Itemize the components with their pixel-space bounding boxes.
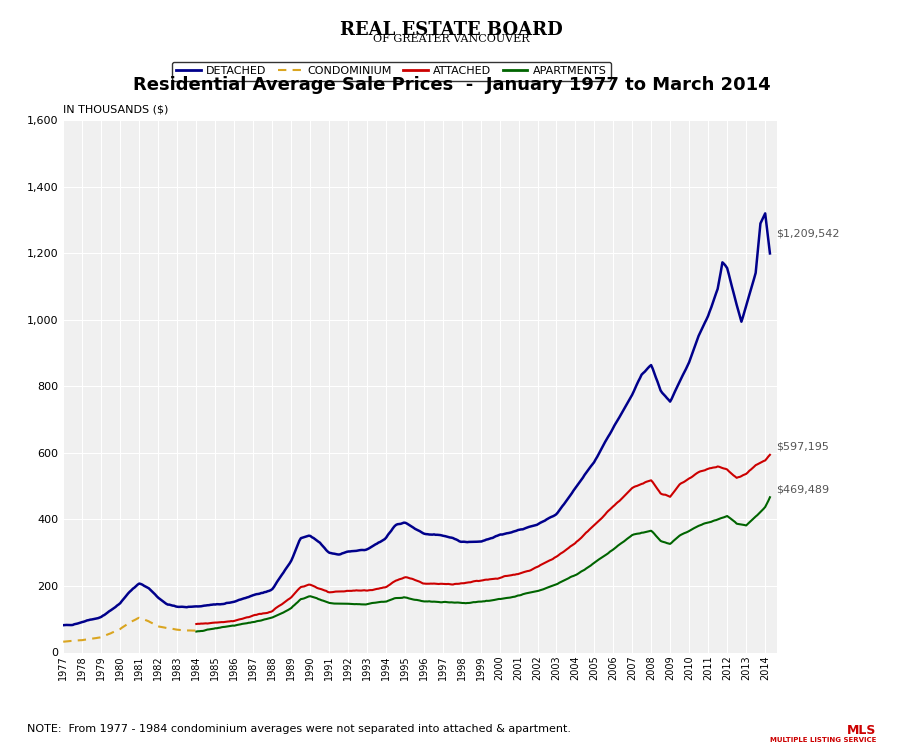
Text: Residential Average Sale Prices  -  January 1977 to March 2014: Residential Average Sale Prices - Januar… (133, 76, 769, 94)
Text: REAL ESTATE BOARD: REAL ESTATE BOARD (340, 21, 562, 39)
Text: $469,489: $469,489 (775, 484, 828, 494)
Text: OF GREATER VANCOUVER: OF GREATER VANCOUVER (373, 34, 529, 44)
Text: $597,195: $597,195 (775, 441, 828, 452)
Text: $1,209,542: $1,209,542 (775, 228, 838, 238)
Text: IN THOUSANDS ($): IN THOUSANDS ($) (63, 105, 169, 115)
Text: MLS: MLS (845, 724, 875, 736)
Legend: DETACHED, CONDOMINIUM, ATTACHED, APARTMENTS: DETACHED, CONDOMINIUM, ATTACHED, APARTME… (171, 62, 610, 80)
Text: NOTE:  From 1977 - 1984 condominium averages were not separated into attached & : NOTE: From 1977 - 1984 condominium avera… (27, 724, 570, 734)
Text: MULTIPLE LISTING SERVICE: MULTIPLE LISTING SERVICE (769, 736, 875, 742)
